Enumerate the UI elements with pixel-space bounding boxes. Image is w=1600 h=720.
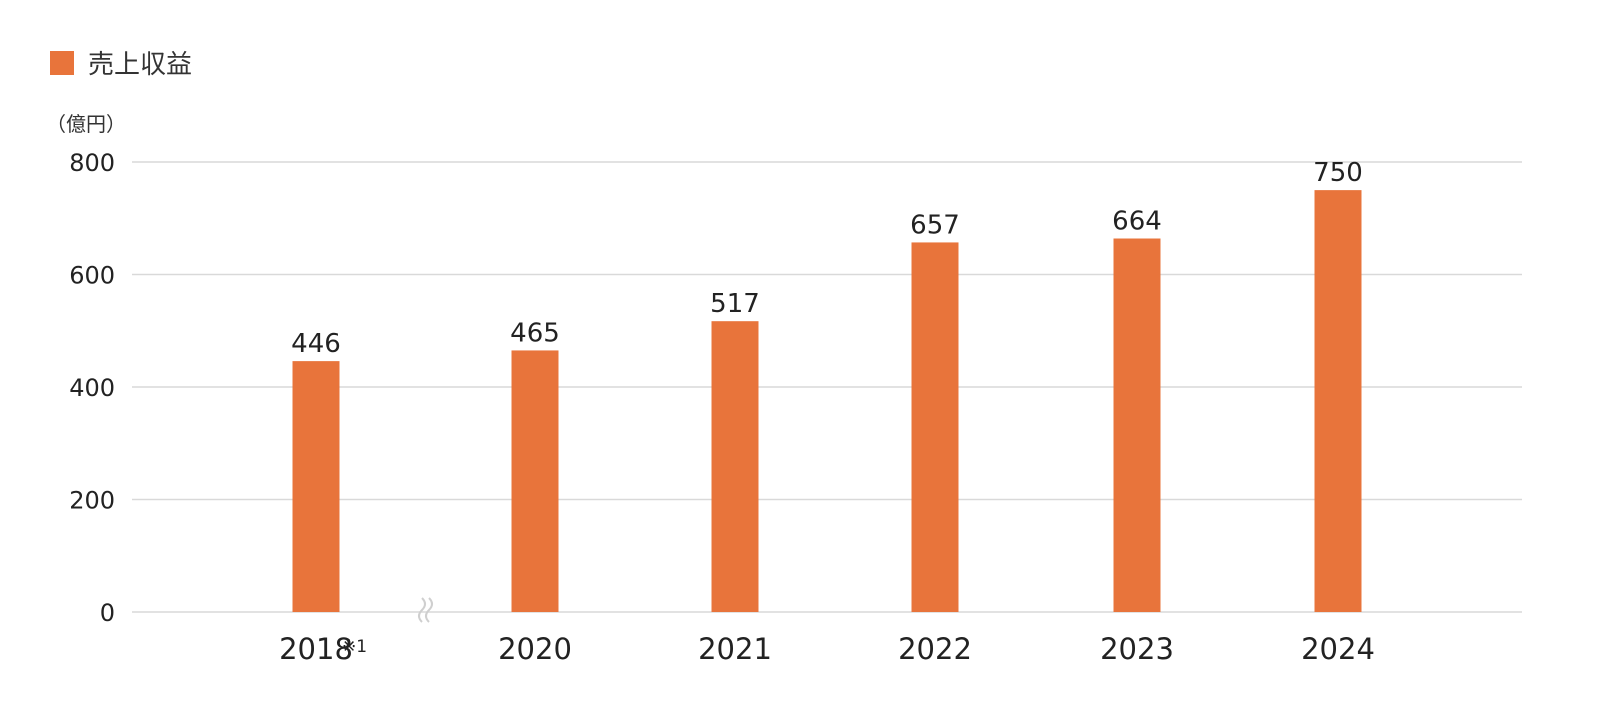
axis-break-mark: [425, 597, 433, 623]
x-category-label: 2024: [1301, 632, 1375, 666]
bar-value-label: 664: [1112, 207, 1162, 237]
legend-swatch: [50, 50, 74, 75]
bar: [511, 350, 559, 612]
bar-value-label: 446: [291, 329, 341, 359]
bar: [911, 242, 959, 612]
x-category-label: 2021: [698, 632, 772, 666]
legend-label: 売上収益: [88, 50, 193, 80]
bar: [1113, 238, 1161, 612]
bar-value-label: 517: [710, 289, 760, 319]
y-tick-label: 0: [100, 599, 115, 627]
bar-value-label: 750: [1313, 158, 1363, 188]
y-tick-label: 800: [69, 149, 115, 177]
bar: [292, 361, 340, 612]
y-tick-label: 200: [69, 487, 115, 515]
axis-break-mark: [418, 597, 426, 623]
x-category-label: 2020: [498, 632, 572, 666]
bar-value-label: 657: [910, 210, 960, 240]
bar-value-label: 465: [510, 318, 560, 348]
x-category-note: ※1: [342, 637, 367, 657]
bar: [711, 321, 759, 612]
y-axis-unit-label: （億円）: [46, 112, 126, 136]
x-category-label: 2022: [898, 632, 972, 666]
x-category-label: 2018: [279, 632, 353, 666]
chart-legend: 売上収益: [50, 44, 192, 81]
x-category-label: 2023: [1100, 632, 1174, 666]
bar: [1314, 190, 1362, 612]
y-tick-label: 400: [69, 374, 115, 402]
y-tick-label: 600: [69, 262, 115, 290]
